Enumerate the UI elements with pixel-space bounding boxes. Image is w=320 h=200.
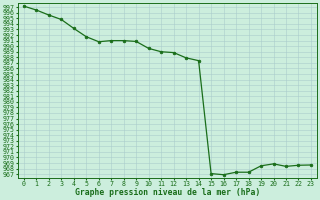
X-axis label: Graphe pression niveau de la mer (hPa): Graphe pression niveau de la mer (hPa) bbox=[75, 188, 260, 197]
